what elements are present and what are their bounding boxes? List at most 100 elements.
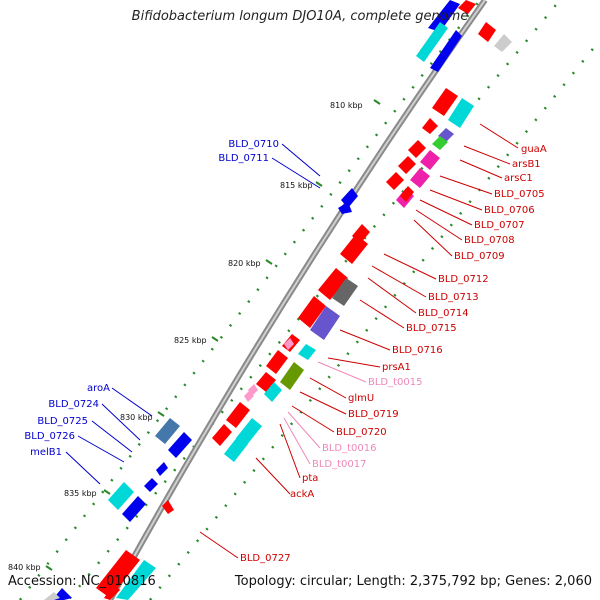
gene-glmU[interactable] — [266, 350, 288, 374]
gene-bottom-red-2[interactable] — [104, 584, 120, 600]
gene-top-1[interactable] — [428, 0, 460, 32]
label-pta[interactable]: pta — [302, 473, 318, 484]
gene-arsB1[interactable] — [422, 118, 438, 134]
ruler-label-830: 830 kbp — [120, 413, 153, 422]
gene-pta-b[interactable] — [236, 418, 262, 446]
gene-BLD_0720[interactable] — [264, 382, 282, 402]
gene-BLD_0719[interactable] — [256, 372, 276, 392]
ruler-tick-815 — [315, 181, 323, 187]
gene-top-red-2[interactable] — [458, 0, 476, 14]
label-guaA[interactable]: guaA — [521, 144, 547, 155]
gene-top-grey[interactable] — [494, 34, 512, 52]
label-melB1[interactable]: melB1 — [30, 447, 62, 458]
gene-BLD_0708[interactable] — [410, 168, 430, 188]
gene-BLD_0709[interactable] — [386, 172, 404, 190]
label-BLD_0725[interactable]: BLD_0725 — [37, 416, 88, 427]
gene-ackA[interactable] — [212, 424, 232, 446]
label-BLD_0709[interactable]: BLD_0709 — [454, 251, 505, 262]
genome-summary-text: Topology: circular; Length: 2,375,792 bp… — [234, 574, 592, 589]
label-BLD_0712[interactable]: BLD_0712 — [438, 274, 489, 285]
label-BLD_t0016[interactable]: BLD_t0016 — [322, 443, 377, 454]
gene-melB1-b[interactable] — [122, 496, 146, 522]
gene-BLD_t0017[interactable] — [244, 390, 254, 402]
gene-BLD_0711[interactable] — [338, 202, 352, 214]
gene-BLD_0715[interactable] — [298, 296, 326, 328]
gene-prsA1[interactable] — [298, 344, 316, 360]
ruler-tick-830 — [157, 411, 165, 417]
gene-BLD_0714[interactable] — [332, 278, 358, 306]
gene-BLD_0707[interactable] — [398, 156, 416, 174]
gene-guaA[interactable] — [432, 88, 458, 116]
gene-BLD_0712-b[interactable] — [352, 224, 370, 244]
inner-dotted-ring — [19, 0, 481, 600]
label-BLD_0713[interactable]: BLD_0713 — [428, 292, 479, 303]
label-BLD_0711[interactable]: BLD_0711 — [218, 153, 269, 164]
ruler-label-825: 825 kbp — [174, 336, 207, 345]
reverse-labels: BLD_0710 BLD_0711 aroA BLD_0724 BLD_0725… — [24, 139, 279, 458]
label-BLD_0706[interactable]: BLD_0706 — [484, 205, 535, 216]
label-BLD_0720[interactable]: BLD_0720 — [336, 427, 387, 438]
inner-dotted-ring-2 — [149, 39, 600, 600]
ruler-tick-825 — [211, 336, 219, 342]
label-glmU[interactable]: glmU — [348, 393, 374, 404]
gene-glmU-b[interactable] — [280, 362, 304, 390]
ruler-ticks: 810 kbp 815 kbp 820 kbp 825 kbp 830 kbp 835 k… — [8, 99, 381, 572]
gene-top-red[interactable] — [478, 22, 496, 42]
gene-top-2[interactable] — [430, 30, 462, 72]
ruler-tick-835 — [103, 489, 111, 495]
gene-melB1[interactable] — [108, 482, 134, 510]
forward-strand-features — [44, 0, 512, 600]
gene-pta[interactable] — [226, 402, 250, 428]
label-ackA[interactable]: ackA — [290, 489, 314, 500]
gene-guaA-cog[interactable] — [448, 98, 474, 128]
label-BLD_0727[interactable]: BLD_0727 — [240, 553, 291, 564]
gene-BLD_0727[interactable] — [162, 500, 174, 514]
gene-BLD_0713[interactable] — [318, 268, 348, 300]
accession-text: Accession: NC_010816 — [8, 574, 156, 589]
ruler-label-835: 835 kbp — [64, 489, 97, 498]
gene-aroA[interactable] — [155, 418, 180, 444]
label-BLD_0716[interactable]: BLD_0716 — [392, 345, 443, 356]
gene-BLD_0710[interactable] — [341, 188, 358, 208]
label-BLD_0710[interactable]: BLD_0710 — [228, 139, 279, 150]
ruler-label-810: 810 kbp — [330, 101, 363, 110]
label-BLD_0708[interactable]: BLD_0708 — [464, 235, 515, 246]
label-BLD_t0017[interactable]: BLD_t0017 — [312, 459, 367, 470]
gene-BLD_0709-c[interactable] — [400, 186, 414, 202]
gene-bottom-cyan[interactable] — [116, 560, 156, 600]
gene-top-cog[interactable] — [416, 22, 448, 62]
gene-BLD_0715-b[interactable] — [310, 306, 340, 340]
ruler-tick-820 — [265, 259, 273, 265]
label-BLD_0707[interactable]: BLD_0707 — [474, 220, 525, 231]
gene-bottom-red[interactable] — [96, 550, 140, 598]
gene-arsC1-b[interactable] — [432, 136, 448, 150]
gene-BLD_0706[interactable] — [420, 150, 440, 170]
map-title: Bifidobacterium longum DJO10A, complete … — [131, 9, 469, 24]
label-arsB1[interactable]: arsB1 — [512, 159, 541, 170]
label-BLD_0724[interactable]: BLD_0724 — [48, 399, 99, 410]
label-BLD_0726[interactable]: BLD_0726 — [24, 431, 75, 442]
gene-bottom-grey[interactable] — [44, 592, 60, 600]
gene-ackA-b[interactable] — [224, 436, 248, 462]
ruler-tick-840 — [45, 565, 53, 571]
gene-BLD_0725[interactable] — [156, 462, 168, 476]
label-BLD_t0015[interactable]: BLD_t0015 — [368, 377, 423, 388]
ruler-label-820: 820 kbp — [228, 259, 261, 268]
label-BLD_0714[interactable]: BLD_0714 — [418, 308, 469, 319]
gene-BLD_t0015[interactable] — [284, 338, 294, 350]
gene-BLD_0705[interactable] — [408, 140, 426, 158]
label-BLD_0719[interactable]: BLD_0719 — [348, 409, 399, 420]
gene-BLD_0726[interactable] — [144, 478, 158, 492]
label-BLD_0715[interactable]: BLD_0715 — [406, 323, 457, 334]
reverse-strand-features — [52, 0, 462, 600]
label-aroA[interactable]: aroA — [87, 383, 110, 394]
gene-BLD_0724[interactable] — [168, 432, 192, 458]
genome-backbone-highlight — [109, 0, 486, 600]
ruler-label-815: 815 kbp — [280, 181, 313, 190]
leader-lines — [65, 123, 519, 559]
label-arsC1[interactable]: arsC1 — [504, 173, 533, 184]
label-BLD_0705[interactable]: BLD_0705 — [494, 189, 545, 200]
ruler-tick-810 — [373, 99, 381, 105]
label-prsA1[interactable]: prsA1 — [382, 362, 411, 373]
